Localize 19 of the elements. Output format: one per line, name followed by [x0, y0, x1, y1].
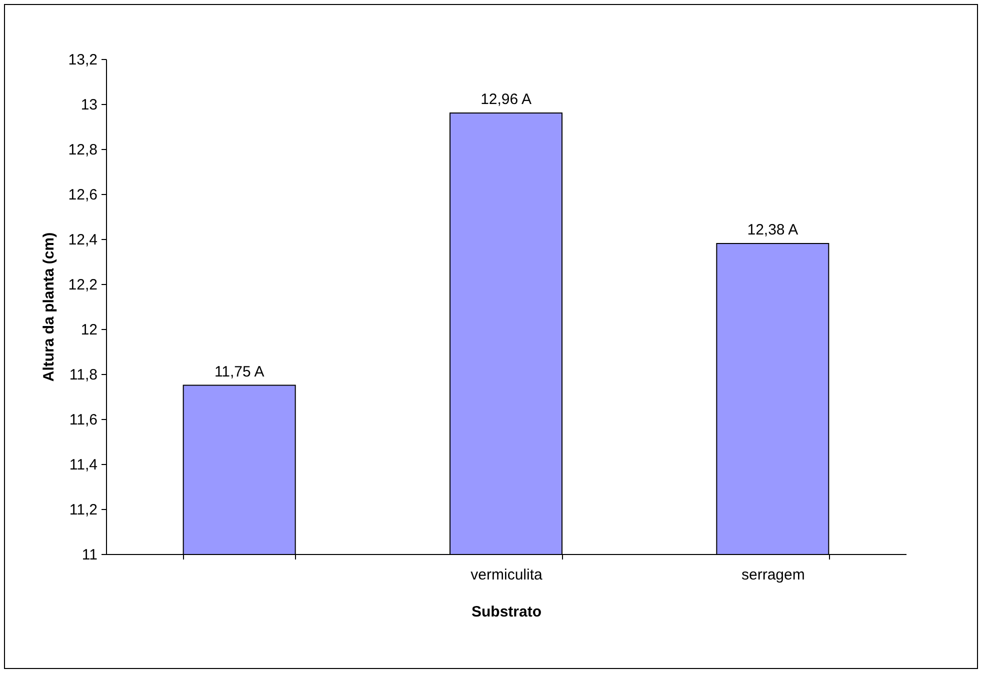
y-tick-label: 12 [80, 322, 98, 338]
y-tick-label: 13 [80, 96, 98, 114]
y-axis-title: Altura da planta (cm) [40, 232, 58, 382]
y-tick-label: 11,6 [69, 412, 98, 428]
y-tick-label: 12,4 [68, 232, 98, 248]
x-tick-label: vermiculita [470, 566, 543, 584]
y-tick-label: 11,4 [69, 456, 98, 474]
y-tick-label: 11,8 [69, 366, 98, 384]
y-tick-label: 12,2 [68, 276, 98, 294]
y-tick-label: 13,2 [68, 52, 98, 68]
x-axis-title: Substrato [471, 604, 542, 620]
y-tick-label: 11 [82, 546, 98, 564]
data-label: 12,96 A [480, 91, 532, 108]
data-label: 11,75 A [214, 363, 264, 380]
x-tick-label: serragem [741, 566, 805, 584]
y-tick-label: 12,8 [68, 142, 98, 158]
y-tick-label: 11,2 [69, 502, 98, 518]
y-tick-label: 12,6 [68, 186, 98, 204]
data-label: 12,38 A [747, 222, 798, 238]
